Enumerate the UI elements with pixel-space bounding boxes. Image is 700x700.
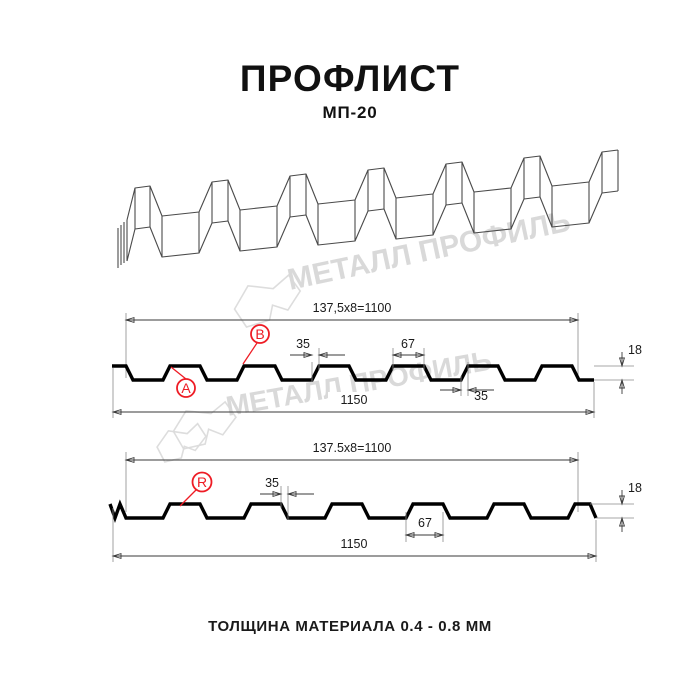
dimension-67-top: 67	[391, 337, 426, 370]
callout-a-label: A	[181, 380, 191, 396]
rib-wide-label-bottom: 67	[418, 516, 432, 530]
dimension-35-top-upper: 35	[290, 337, 345, 382]
pitch-label-top: 137,5x8=1100	[313, 301, 392, 315]
callout-r-label: R	[197, 474, 207, 490]
page-title: ПРОФЛИСТ	[239, 58, 461, 99]
profile-outline-bottom	[108, 499, 598, 524]
watermark-label: МЕТАЛЛ ПРОФИЛЬ	[224, 345, 494, 422]
dimension-height-top: 18	[594, 343, 642, 394]
overall-label-top: 1150	[341, 393, 368, 407]
pitch-dimension-bottom: 137.5x8=1100	[124, 440, 580, 464]
rib-narrow-label-lower-top: 35	[474, 389, 488, 403]
watermark-logo-icon	[233, 273, 302, 328]
pitch-dimension-top: 137,5x8=1100	[124, 300, 580, 324]
dimension-35-top-lower: 35	[440, 362, 494, 403]
callout-b-label: B	[255, 326, 264, 342]
height-label-top: 18	[628, 343, 642, 357]
overall-label-bottom: 1150	[341, 537, 368, 551]
rib-narrow-label-bottom: 35	[265, 476, 279, 490]
overall-dimension-bottom: 1150	[111, 508, 598, 562]
dimension-height-bottom: 18	[590, 481, 642, 532]
watermark-label: МЕТАЛЛ ПРОФИЛЬ	[285, 205, 574, 297]
isometric-sheet-view	[117, 149, 619, 268]
material-thickness-note: ТОЛЩИНА МАТЕРИАЛА 0.4 - 0.8 ММ	[208, 618, 492, 635]
section-top: 137,5x8=1100 35 67	[111, 300, 642, 418]
section-bottom: 137.5x8=1100 35 6	[108, 440, 642, 562]
callout-r[interactable]: R	[179, 471, 213, 507]
pitch-label-bottom: 137.5x8=1100	[313, 441, 392, 455]
rib-wide-label-top: 67	[401, 337, 415, 351]
overall-dimension-top: 1150	[111, 368, 596, 418]
height-label-bottom: 18	[628, 481, 642, 495]
watermark-logo-icon	[156, 422, 207, 463]
callout-b[interactable]: B	[242, 324, 270, 365]
model-subtitle: МП-20	[322, 103, 378, 122]
callout-a[interactable]: A	[170, 366, 196, 398]
dimension-35-bottom: 35	[260, 476, 314, 520]
rib-narrow-label-top: 35	[296, 337, 310, 351]
profile-outline-top	[112, 364, 594, 382]
watermark-bottom	[156, 422, 207, 463]
dimension-67-bottom: 67	[404, 512, 445, 542]
